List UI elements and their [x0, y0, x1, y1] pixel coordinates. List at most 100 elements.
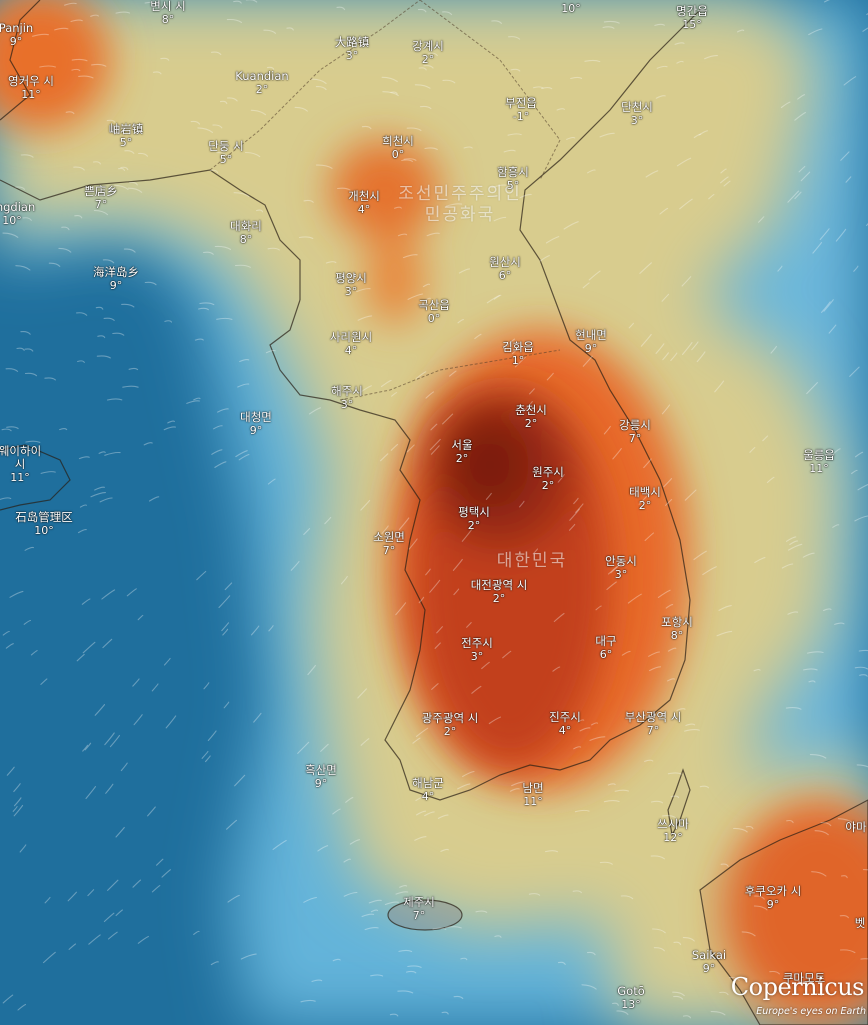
wind-streak [720, 863, 729, 867]
wind-streak [811, 871, 827, 877]
wind-streak [566, 136, 576, 140]
copernicus-logo[interactable]: Copernicus Europe's eyes on Earth [718, 971, 868, 1017]
wind-streak [317, 845, 329, 852]
wind-streak [123, 248, 136, 253]
wind-streak [32, 33, 49, 37]
wind-streak [546, 372, 554, 381]
wind-streak [148, 496, 160, 502]
wind-streak [407, 965, 422, 968]
wind-streak [186, 400, 200, 404]
wind-streak [240, 953, 257, 960]
wind-streak [163, 657, 171, 666]
wind-streak [15, 265, 31, 271]
wind-streak [263, 29, 277, 34]
wind-streak [85, 786, 97, 800]
wind-streak [209, 169, 219, 174]
wind-streak [806, 382, 818, 395]
wind-streak [214, 245, 232, 250]
wind-streak [395, 602, 407, 616]
wind-streak [839, 949, 856, 954]
wind-streak [533, 86, 544, 89]
wind-streak [390, 91, 398, 95]
wind-streak [416, 810, 427, 816]
wind-streak [349, 839, 361, 845]
wind-streak [115, 909, 123, 917]
wind-streak [837, 818, 854, 824]
wind-streak [607, 564, 619, 575]
wind-streak [415, 795, 425, 802]
wind-streak [193, 930, 200, 935]
wind-streak [502, 338, 516, 350]
wind-streak [76, 312, 88, 316]
wind-streak [440, 848, 449, 852]
wind-streak [545, 236, 560, 244]
wind-streak [203, 682, 210, 690]
wind-streak [429, 579, 441, 593]
wind-streak [67, 891, 77, 902]
wind-streak [212, 124, 223, 129]
wind-streak [797, 94, 806, 100]
wind-streak [514, 356, 526, 368]
wind-streak [226, 97, 238, 102]
country-label-line: 조선민주주의인 [398, 184, 522, 204]
wind-streak [132, 879, 142, 888]
wind-streak [856, 764, 868, 768]
wind-streak [120, 762, 128, 772]
wind-streak [65, 111, 75, 115]
wind-streak [426, 232, 440, 237]
wind-streak [603, 425, 611, 435]
country-label-line: 민공화국 [424, 205, 496, 225]
wind-streak [244, 151, 261, 158]
wind-streak [315, 85, 327, 91]
wind-streak [620, 895, 634, 900]
wind-streak [193, 397, 201, 401]
wind-streak [91, 63, 107, 67]
wind-streak [654, 23, 665, 26]
wind-streak [723, 180, 731, 187]
wind-streak [64, 2, 77, 6]
wind-streak [719, 991, 729, 996]
wind-streak [667, 647, 677, 652]
wind-streak [402, 254, 418, 259]
wind-streak [798, 165, 806, 173]
wind-streak [152, 71, 162, 75]
wind-streak [833, 448, 841, 454]
wind-streak [645, 170, 659, 178]
borders [209, 0, 561, 401]
wind-streak [787, 611, 799, 615]
wind-streak [307, 664, 316, 676]
wind-streak [5, 368, 19, 372]
wind-streak [115, 826, 125, 838]
wind-streak [364, 927, 379, 931]
wind-streak [418, 67, 427, 71]
wind-streak [570, 76, 583, 80]
wind-streak [151, 885, 161, 893]
wind-streak [419, 105, 432, 110]
wind-streak [408, 538, 418, 550]
wind-streak [650, 855, 665, 860]
wind-streak [854, 666, 868, 670]
wind-streak [616, 1010, 629, 1015]
wind-streak [412, 737, 421, 744]
wind-streak [582, 355, 593, 367]
wind-streak [82, 744, 89, 752]
wind-streak [556, 108, 565, 111]
wind-streak [24, 546, 35, 551]
wind-streak [753, 905, 768, 911]
wind-streak [370, 909, 379, 913]
wind-streak [203, 251, 214, 255]
wind-streak [13, 797, 22, 807]
wind-streak [107, 879, 119, 891]
wind-streak [693, 550, 707, 561]
wind-streak [720, 176, 729, 184]
wind-streak [797, 980, 806, 984]
wind-streak [425, 391, 435, 399]
wind-streak [453, 588, 460, 596]
wind-streak [74, 215, 83, 219]
wind-streak [650, 800, 664, 804]
hot-zone-layer [410, 390, 610, 770]
wind-streak [670, 795, 680, 799]
wind-streak [161, 869, 171, 878]
wind-streak [676, 60, 684, 64]
